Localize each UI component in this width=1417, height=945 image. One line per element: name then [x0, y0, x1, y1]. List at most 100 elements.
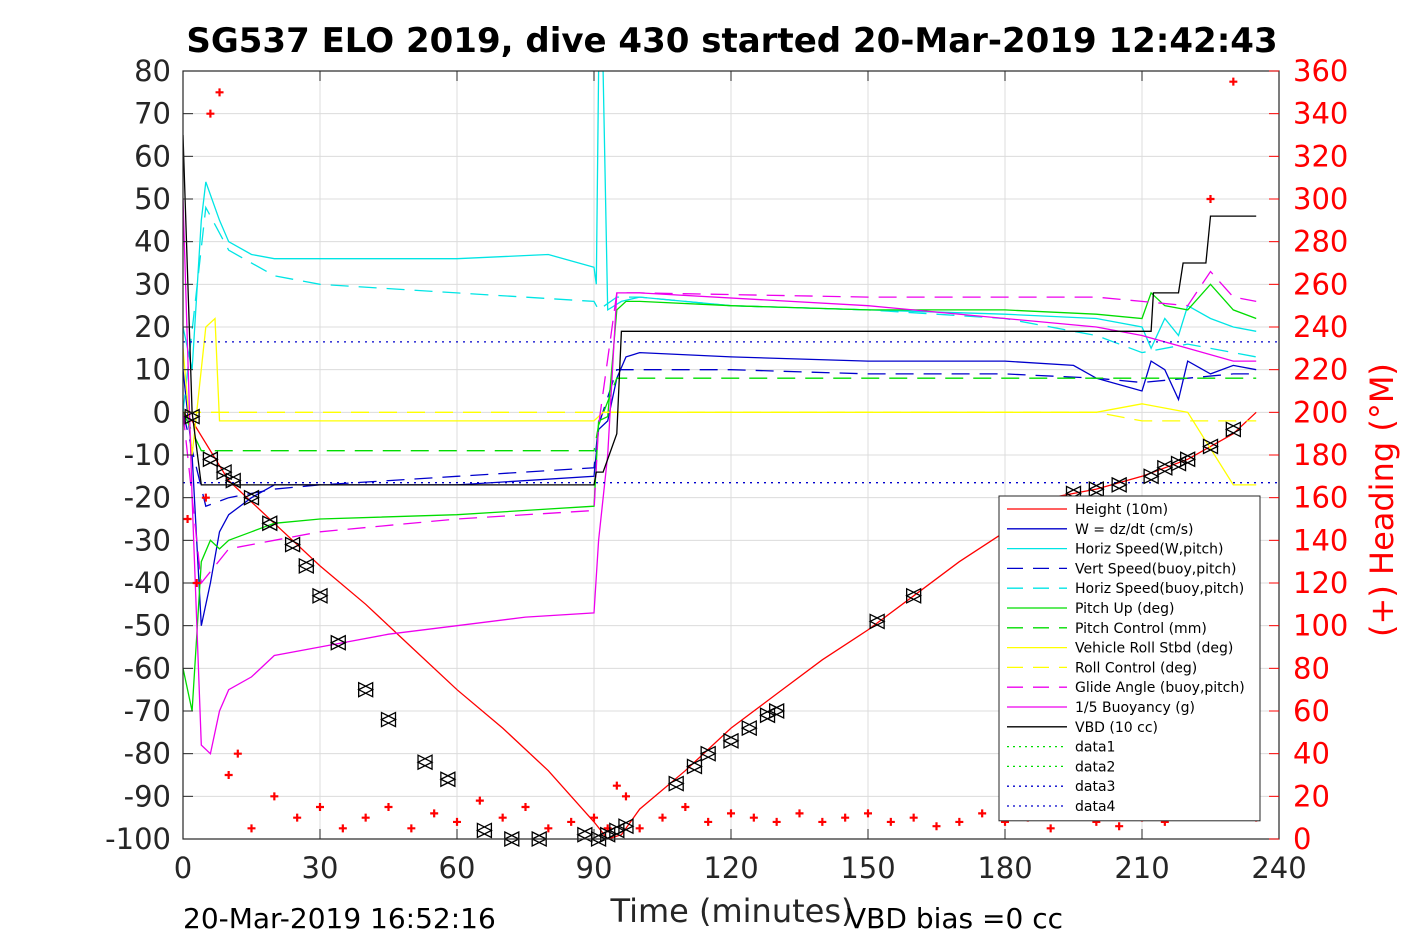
heading-point: [955, 817, 964, 826]
legend-label-15: data4: [1075, 799, 1116, 815]
y-right-tick-label: 360: [1293, 54, 1348, 88]
marker-point: [297, 557, 315, 574]
legend-label-7: Vehicle Roll Stbd (deg): [1075, 641, 1233, 657]
legend-label-1: W = dz/dt (cm/s): [1075, 522, 1194, 538]
marker-point: [311, 587, 329, 604]
y-tick-label: 0: [153, 395, 171, 429]
series-line-6: [183, 377, 1257, 452]
marker-point: [740, 720, 758, 737]
heading-point: [681, 803, 690, 811]
x-tick-label: 180: [977, 851, 1032, 885]
heading-point: [1206, 195, 1215, 203]
legend-label-6: Pitch Control (mm): [1075, 621, 1207, 637]
marker-point: [686, 758, 703, 775]
marker-point: [475, 822, 493, 839]
y-right-tick-label: 340: [1293, 97, 1348, 131]
y-right-tick-label: 80: [1293, 651, 1330, 685]
heading-point: [1046, 824, 1055, 833]
marker-point: [868, 613, 886, 630]
legend-label-4: Horiz Speed(buoy,pitch): [1075, 581, 1244, 597]
y-tick-label: -70: [124, 694, 171, 728]
heading-point: [978, 809, 987, 818]
footer-vbd-bias: VBD bias =0 cc: [847, 902, 1063, 935]
heading-point: [233, 749, 242, 758]
heading-point: [1115, 822, 1124, 831]
heading-point: [453, 817, 461, 826]
y-right-tick-label: 120: [1293, 566, 1348, 600]
x-tick-label: 60: [439, 851, 476, 885]
y-right-tick-label: 180: [1293, 438, 1348, 472]
y-tick-label: 30: [134, 267, 171, 301]
heading-point: [864, 809, 872, 818]
y-right-tick-label: 100: [1293, 609, 1348, 643]
heading-point: [749, 813, 758, 822]
legend-label-13: data2: [1075, 759, 1115, 775]
series-line-0: [183, 411, 1257, 839]
heading-point: [567, 817, 576, 826]
legend-label-12: data1: [1075, 740, 1115, 756]
y-right-tick-label: 300: [1293, 182, 1348, 216]
marker-point: [722, 732, 740, 749]
y-right-tick-label: 320: [1293, 139, 1348, 173]
footer-timestamp: 20-Mar-2019 16:52:16: [183, 902, 496, 935]
heading-point: [247, 824, 256, 833]
x-tick-label: 210: [1114, 851, 1169, 885]
heading-point: [886, 817, 895, 826]
y-tick-label: 80: [134, 54, 171, 88]
heading-point: [818, 817, 827, 826]
y-tick-label: -80: [124, 737, 171, 771]
heading-point: [658, 813, 667, 822]
heading-point: [795, 809, 804, 818]
heading-point: [909, 813, 918, 822]
x-tick-label: 0: [174, 851, 192, 885]
marker-point: [439, 771, 457, 788]
y-tick-label: -60: [124, 651, 171, 685]
marker-point: [243, 489, 260, 506]
marker-point: [699, 745, 717, 762]
heading-point: [704, 817, 713, 826]
marker-point: [380, 711, 397, 728]
y-tick-label: -90: [124, 779, 171, 813]
marker-point: [183, 408, 201, 425]
heading-point: [932, 822, 941, 831]
heading-point: [727, 809, 735, 818]
legend-label-11: VBD (10 cc): [1075, 720, 1158, 736]
y-tick-label: 10: [134, 353, 171, 387]
right-axis-label: (+) Heading (°M): [1363, 363, 1401, 637]
series-line-7: [183, 317, 1257, 486]
heading-point: [498, 813, 507, 822]
x-tick-label: 90: [576, 851, 613, 885]
x-tick-label: 240: [1251, 851, 1306, 885]
marker-point: [261, 515, 279, 532]
heading-point: [224, 771, 233, 779]
heading-point: [293, 813, 302, 822]
marker-point: [416, 754, 434, 771]
marker-point: [1142, 468, 1160, 485]
x-axis-label: Time (minutes): [610, 892, 854, 930]
marker-point: [215, 464, 233, 481]
heading-point: [590, 813, 598, 822]
y-right-tick-label: 280: [1293, 225, 1348, 259]
y-right-tick-label: 140: [1293, 523, 1348, 557]
legend-label-3: Vert Speed(buoy,pitch): [1075, 561, 1237, 577]
y-tick-label: 60: [134, 139, 171, 173]
series-line-5: [183, 283, 1257, 712]
series-line-2: [183, 71, 1257, 370]
marker-point: [329, 634, 347, 651]
marker-point: [667, 775, 685, 792]
x-tick-label: 120: [703, 851, 758, 885]
legend: Height (10m) W = dz/dt (cm/s) Horiz Speed(…: [998, 495, 1261, 822]
legend-label-9: Glide Angle (buoy,pitch): [1075, 680, 1245, 696]
legend-label-0: Height (10m): [1075, 502, 1168, 518]
legend-label-14: data3: [1075, 779, 1115, 795]
y-tick-label: 40: [134, 225, 171, 259]
heading-point: [430, 809, 439, 818]
heading-point: [192, 579, 201, 587]
legend-label-2: Horiz Speed(W,pitch): [1075, 542, 1223, 558]
y-tick-label: 20: [134, 310, 171, 344]
y-tick-label: -40: [124, 566, 171, 600]
series-layer: [183, 71, 1279, 839]
marker-point: [1202, 438, 1219, 455]
heading-point: [206, 109, 215, 118]
